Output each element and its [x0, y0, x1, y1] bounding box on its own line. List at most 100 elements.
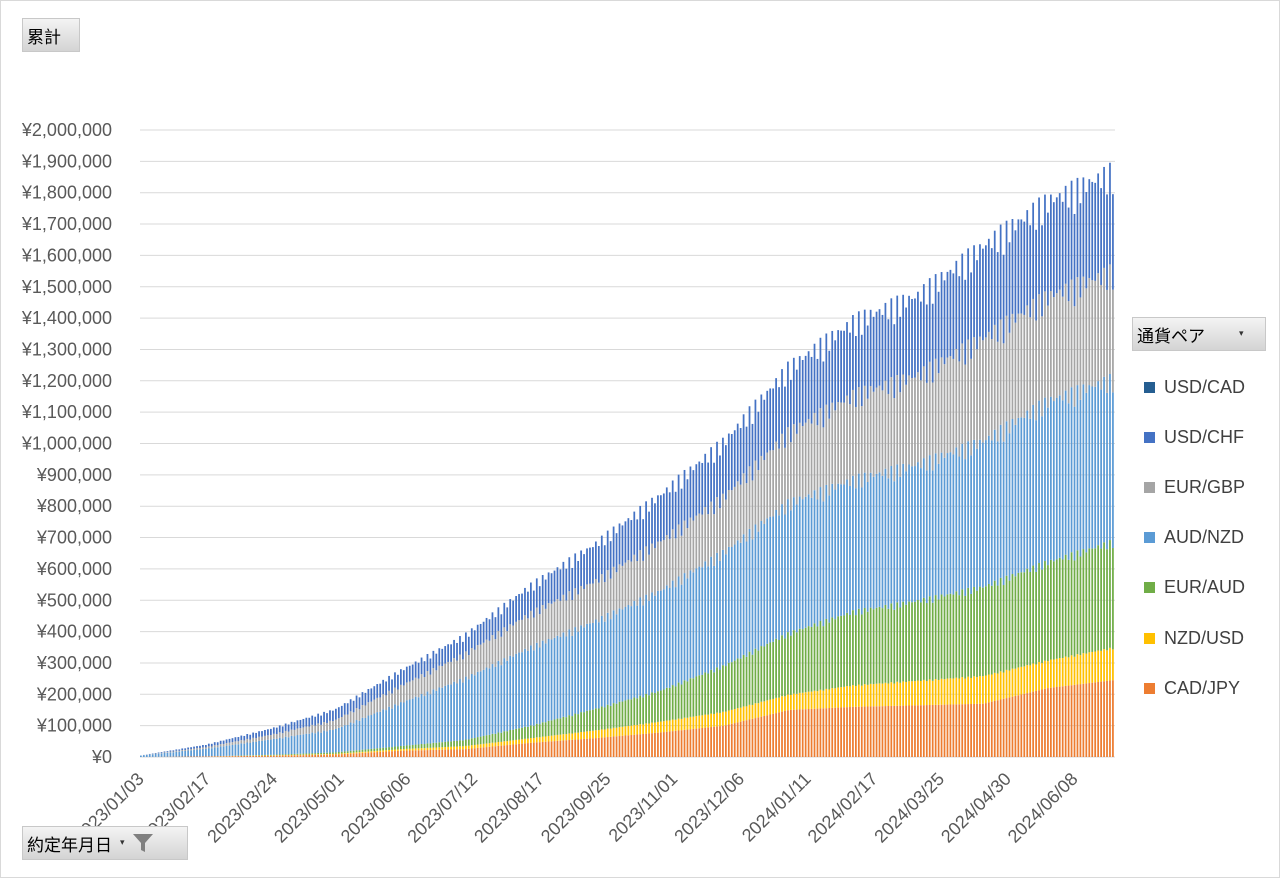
legend-item[interactable]: CAD/JPY — [1144, 663, 1245, 713]
y-tick-label: ¥800,000 — [36, 496, 112, 516]
bar-segment-usd-chf — [317, 713, 320, 724]
bar-segment-aud-nzd — [754, 524, 757, 649]
bar-segment-eur-gbp — [346, 714, 349, 726]
bar-segment-eur-aud — [828, 622, 831, 690]
bar-segment-cad-jpy — [849, 707, 851, 757]
value-field-button[interactable]: 累計 — [22, 18, 80, 52]
bar-segment-eur-gbp — [1020, 313, 1023, 418]
bar-segment-aud-nzd — [264, 740, 266, 755]
axis-field-button[interactable]: 約定年月日 ▾ — [22, 826, 188, 860]
bar-segment-eur-gbp — [1044, 291, 1046, 398]
bar-segment-nzd-usd — [943, 679, 946, 705]
bar-segment-usd-chf — [275, 727, 278, 735]
bar-segment-usd-chf — [1035, 229, 1037, 321]
bar-segment-usd-chf — [949, 269, 952, 356]
bar-segment-eur-gbp — [973, 337, 975, 440]
bar-segment-aud-nzd — [671, 580, 674, 686]
bar-segment-aud-nzd — [990, 440, 993, 586]
bar-segment-nzd-usd — [982, 676, 984, 704]
bar-segment-usd-chf — [216, 742, 219, 746]
bar-segment-eur-gbp — [379, 697, 382, 712]
bar-segment-nzd-usd — [385, 750, 387, 752]
bar-segment-usd-chf — [207, 743, 210, 747]
bar-segment-aud-nzd — [1097, 381, 1100, 546]
bar-segment-eur-aud — [778, 640, 780, 698]
bar-segment-aud-nzd — [769, 516, 772, 643]
bar-segment-eur-gbp — [438, 665, 441, 688]
bar-segment-aud-nzd — [417, 697, 420, 745]
bar-segment-cad-jpy — [869, 706, 872, 757]
bar-segment-eur-gbp — [689, 517, 692, 571]
bar-segment-usd-chf — [290, 721, 293, 730]
bar-segment-eur-aud — [843, 615, 845, 687]
bar-segment-nzd-usd — [1064, 656, 1067, 686]
bar-segment-aud-nzd — [742, 534, 745, 655]
legend-item[interactable]: AUD/NZD — [1144, 513, 1245, 563]
bar-segment-eur-aud — [1032, 565, 1035, 664]
bar-segment-eur-gbp — [633, 554, 636, 601]
bar-segment-nzd-usd — [1011, 668, 1014, 697]
bar-segment-aud-nzd — [733, 544, 736, 661]
bar-segment-usd-chf — [689, 466, 692, 518]
bar-segment-eur-aud — [355, 750, 358, 753]
bar-segment-aud-nzd — [488, 668, 491, 735]
bar-segment-eur-aud — [465, 739, 467, 746]
bar-segment-aud-nzd — [154, 753, 157, 757]
bar-segment-cad-jpy — [299, 755, 302, 757]
bar-segment-eur-aud — [376, 748, 379, 751]
bar-segment-aud-nzd — [704, 561, 707, 673]
bar-segment-eur-aud — [801, 629, 804, 693]
legend-field-button[interactable]: 通貨ペア ▾ — [1132, 317, 1266, 351]
bar-segment-usd-chf — [1002, 254, 1005, 344]
bar-segment-aud-nzd — [485, 667, 488, 736]
bar-segment-eur-aud — [402, 745, 405, 750]
y-tick-label: ¥200,000 — [36, 684, 112, 704]
bar-segment-usd-chf — [1097, 173, 1100, 274]
bar-segment-usd-chf — [890, 298, 893, 378]
legend-item[interactable]: EUR/GBP — [1144, 462, 1245, 512]
bar-segment-eur-aud — [618, 701, 621, 728]
bar-segment-eur-gbp — [979, 336, 981, 440]
bar-segment-aud-nzd — [1064, 390, 1067, 555]
bar-segment-aud-nzd — [272, 738, 275, 755]
bar-segment-nzd-usd — [476, 744, 479, 748]
bar-segment-nzd-usd — [869, 683, 872, 707]
bar-segment-usd-chf — [1038, 197, 1040, 295]
bar-segment-usd-chf — [928, 278, 931, 362]
bar-segment-nzd-usd — [361, 751, 364, 753]
bar-segment-eur-gbp — [500, 636, 503, 666]
bar-segment-eur-aud — [689, 678, 692, 717]
x-axis-ticks: 2023/01/032023/02/172023/03/242023/05/01… — [70, 769, 1082, 847]
legend-item[interactable]: EUR/AUD — [1144, 563, 1245, 613]
bar-segment-nzd-usd — [639, 724, 642, 735]
legend-item[interactable]: USD/CAD — [1144, 362, 1245, 412]
bar-segment-cad-jpy — [905, 705, 907, 757]
legend-item[interactable]: USD/CHF — [1144, 412, 1245, 462]
bar-segment-aud-nzd — [352, 723, 355, 751]
bar-segment-eur-aud — [633, 697, 636, 726]
bar-segment-eur-aud — [408, 745, 411, 749]
legend-item[interactable]: NZD/USD — [1144, 613, 1245, 663]
bar-segment-aud-nzd — [925, 470, 928, 604]
bar-segment-eur-gbp — [760, 455, 763, 521]
bar-segment-cad-jpy — [1097, 681, 1100, 757]
bar-segment-aud-nzd — [884, 468, 887, 605]
bar-segment-cad-jpy — [509, 744, 512, 757]
bar-segment-cad-jpy — [1109, 680, 1111, 757]
filter-icon[interactable] — [131, 831, 155, 855]
bar-segment-usd-chf — [787, 361, 789, 428]
bar-segment-usd-chf — [713, 462, 715, 515]
bar-segment-aud-nzd — [323, 730, 325, 753]
bar-segment-nzd-usd — [568, 733, 571, 741]
bar-segment-eur-aud — [450, 741, 452, 747]
bar-segment-eur-aud — [825, 618, 828, 689]
bar-segment-eur-aud — [530, 725, 532, 739]
bar-segment-eur-gbp — [952, 358, 955, 455]
bar-segment-eur-gbp — [1085, 288, 1088, 393]
bar-segment-eur-gbp — [860, 406, 863, 488]
bar-segment-eur-gbp — [1109, 264, 1111, 374]
bar-segment-eur-gbp — [311, 724, 314, 733]
bar-segment-usd-chf — [1067, 207, 1070, 302]
bar-segment-usd-chf — [175, 749, 178, 751]
y-tick-label: ¥1,900,000 — [21, 151, 112, 171]
